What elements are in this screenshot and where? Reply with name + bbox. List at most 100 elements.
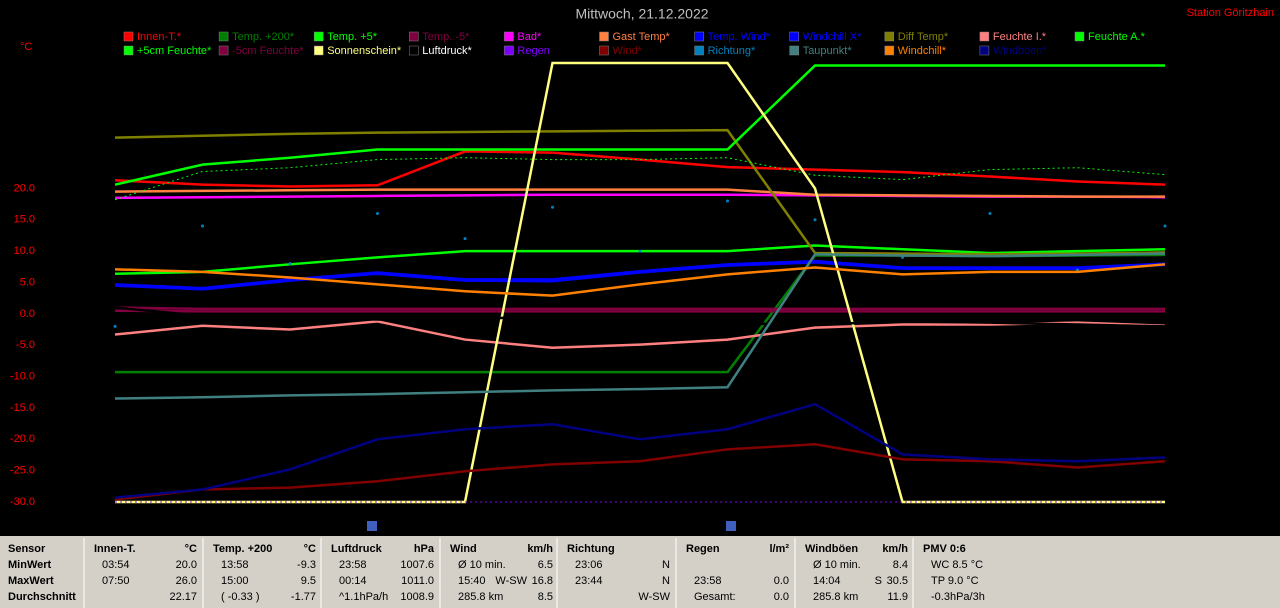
legend-swatch [599,45,609,56]
table-cell: Ø 10 min. [813,559,861,571]
legend-swatch [313,45,324,56]
legend-label: Innen-T.* [137,31,182,43]
series-line [114,188,1165,198]
legend-label: -5cm Feuchte* [232,45,304,57]
point [1163,224,1167,228]
legend-label: +5cm Feuchte* [137,45,212,57]
table-cell: 07:50 [102,575,130,587]
y-tick-label: 5.0 [20,276,35,288]
table-cell: WC 8.5 °C [931,559,983,571]
series-line [114,306,1165,311]
table-cell: 23:06 [575,559,603,571]
table-cell: 11.9 [887,591,908,603]
table-cell: W-SW [495,575,527,587]
legend-swatch [504,45,514,56]
point [463,237,467,241]
table-cell: 13:58 [221,559,249,571]
table-cell: Ø 10 min. [458,559,506,571]
y-axis-label: °C [20,41,32,53]
legend-label: Temp. Wind* [708,31,771,43]
chart-title: Mittwoch, 21.12.2022 [575,6,708,22]
table-cell: N [662,559,670,571]
y-tick-label: -25.0 [10,465,35,477]
legend-swatch [123,31,134,42]
legend-swatch [409,45,419,56]
legend-swatch [694,45,704,56]
table-cell: 14:04 [813,575,841,587]
point [726,199,729,203]
series-line [114,128,1166,256]
legend-swatch [123,45,134,56]
table-cell: 26.0 [176,575,197,587]
legend-label: Windböen* [993,45,1048,57]
table-cell: 30.5 [887,575,908,587]
legend-label: Windchill X* [803,31,862,43]
point [113,324,117,328]
y-tick-label: 10.0 [14,245,35,257]
y-tick-label: -15.0 [10,402,35,414]
table-cell: 1007.6 [400,559,434,571]
legend-swatch [884,31,895,42]
legend-label: Richtung* [708,45,756,57]
table-cell: 23:44 [575,575,603,587]
legend-label: Temp. -5* [422,31,470,43]
table-cell: 1011.0 [401,575,434,587]
table-header: Wind [450,543,477,555]
legend-label: Wind* [613,45,643,57]
table-header: Regen [686,543,720,555]
table-cell: 0.0 [774,575,789,587]
table-cell: 6.5 [538,559,553,571]
point [201,224,204,228]
series-line [114,309,1165,313]
table-cell: 00:14 [339,575,367,587]
legend-swatch [979,31,990,42]
table-cell: 15:40 [458,575,486,587]
table-background [0,536,1280,608]
legend-label: Temp. +200* [232,31,295,43]
series-line [114,64,1165,186]
table-cell: TP 9.0 °C [931,575,979,587]
icon [367,521,377,531]
point [638,249,642,253]
legend-swatch [409,31,419,42]
legend-swatch [504,31,514,42]
legend-swatch [694,31,704,42]
table-header: Innen-T. [94,543,136,555]
legend-swatch [599,31,609,42]
series-line [114,150,1166,188]
icon [726,521,736,531]
legend-label: Gast Temp* [613,31,671,43]
table-cell: 9.5 [301,575,316,587]
y-tick-label: -30.0 [10,496,35,508]
point [288,262,292,266]
legend-label: Regen [517,45,549,57]
table-cell: 23:58 [694,575,722,587]
legend-swatch [1074,31,1085,42]
table-cell: 8.4 [893,559,908,571]
y-tick-label: -20.0 [10,433,35,445]
table-header: PMV 0:6 [923,543,966,555]
table-cell: 285.8 km [813,591,858,603]
series-line [114,306,1166,328]
table-header: Luftdruck [331,543,383,555]
table-cell: MaxWert [8,575,54,587]
series-line [114,402,1166,499]
point [988,212,992,216]
legend-swatch [789,45,799,56]
table-header: °C [304,543,316,555]
series-line [114,252,1166,400]
y-tick-label: -10.0 [10,370,35,382]
table-cell: Gesamt: [694,591,736,603]
legend-swatch [313,31,324,42]
table-cell: W-SW [638,591,670,603]
table-cell: -1.77 [291,591,316,603]
legend-label: Bad* [517,31,542,43]
table-cell: ^1.1hPa/h [339,591,388,603]
table-cell: MinWert [8,559,52,571]
point [551,205,554,209]
table-cell: -9.3 [297,559,316,571]
series-line [114,263,1166,297]
series-line [114,443,1166,501]
